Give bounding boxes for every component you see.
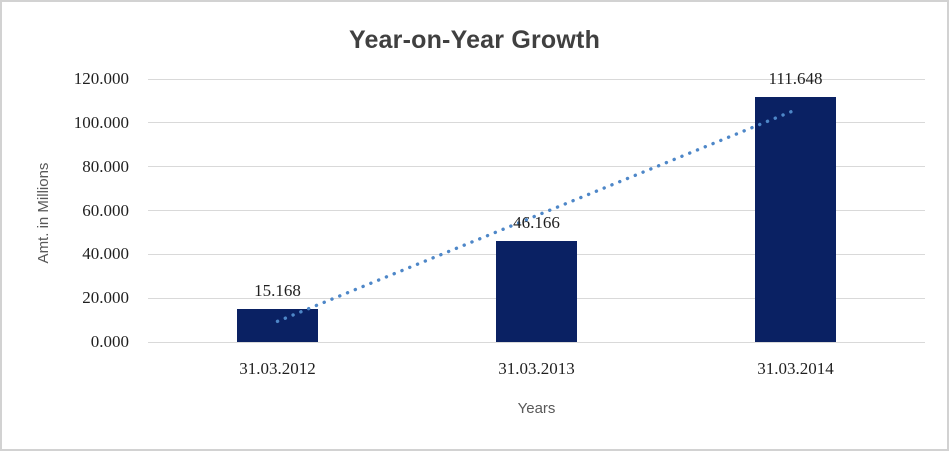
y-tick-label: 20.000	[82, 288, 129, 308]
plot-area: 15.168 46.166 111.648	[148, 70, 925, 343]
y-tick-label: 60.000	[82, 200, 129, 220]
bar	[496, 240, 577, 342]
y-tick-label: 40.000	[82, 244, 129, 264]
bar	[237, 308, 318, 342]
gridline	[148, 122, 925, 124]
x-category-label: 31.03.2013	[498, 359, 575, 378]
x-axis-title: Years	[517, 400, 556, 417]
trendline	[275, 108, 798, 324]
y-tick-label: 120.000	[73, 69, 129, 88]
bar-value-label: 111.648	[768, 69, 823, 89]
bar	[755, 97, 836, 342]
x-category-label: 31.03.2012	[239, 359, 316, 378]
gridline	[148, 341, 925, 343]
y-tick-label: 100.000	[73, 112, 129, 132]
bar-value-label: 46.166	[513, 212, 560, 232]
trendline-segment	[275, 108, 798, 324]
gridline	[148, 78, 925, 80]
y-tick-label: 80.000	[82, 156, 129, 176]
x-category-label: 31.03.2014	[757, 359, 834, 378]
gridline	[148, 166, 925, 168]
bar-value-label: 15.168	[254, 280, 301, 300]
chart-title: Year-on-Year Growth	[348, 26, 601, 54]
gridline	[148, 210, 925, 211]
y-tick-label: 0.000	[90, 332, 129, 351]
